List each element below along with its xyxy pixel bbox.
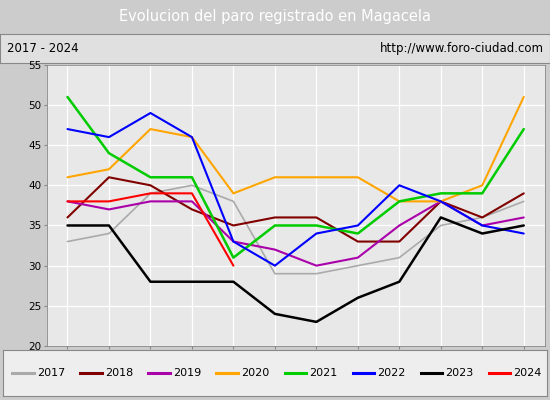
Text: Evolucion del paro registrado en Magacela: Evolucion del paro registrado en Magacel… [119,10,431,24]
Text: 2019: 2019 [173,368,201,378]
Text: 2022: 2022 [377,368,405,378]
Text: 2024: 2024 [513,368,542,378]
Text: 2020: 2020 [241,368,269,378]
Text: 2023: 2023 [445,368,474,378]
Text: 2018: 2018 [105,368,133,378]
Text: 2017: 2017 [37,368,65,378]
Text: 2017 - 2024: 2017 - 2024 [7,42,78,55]
Text: http://www.foro-ciudad.com: http://www.foro-ciudad.com [379,42,543,55]
Text: 2021: 2021 [309,368,337,378]
